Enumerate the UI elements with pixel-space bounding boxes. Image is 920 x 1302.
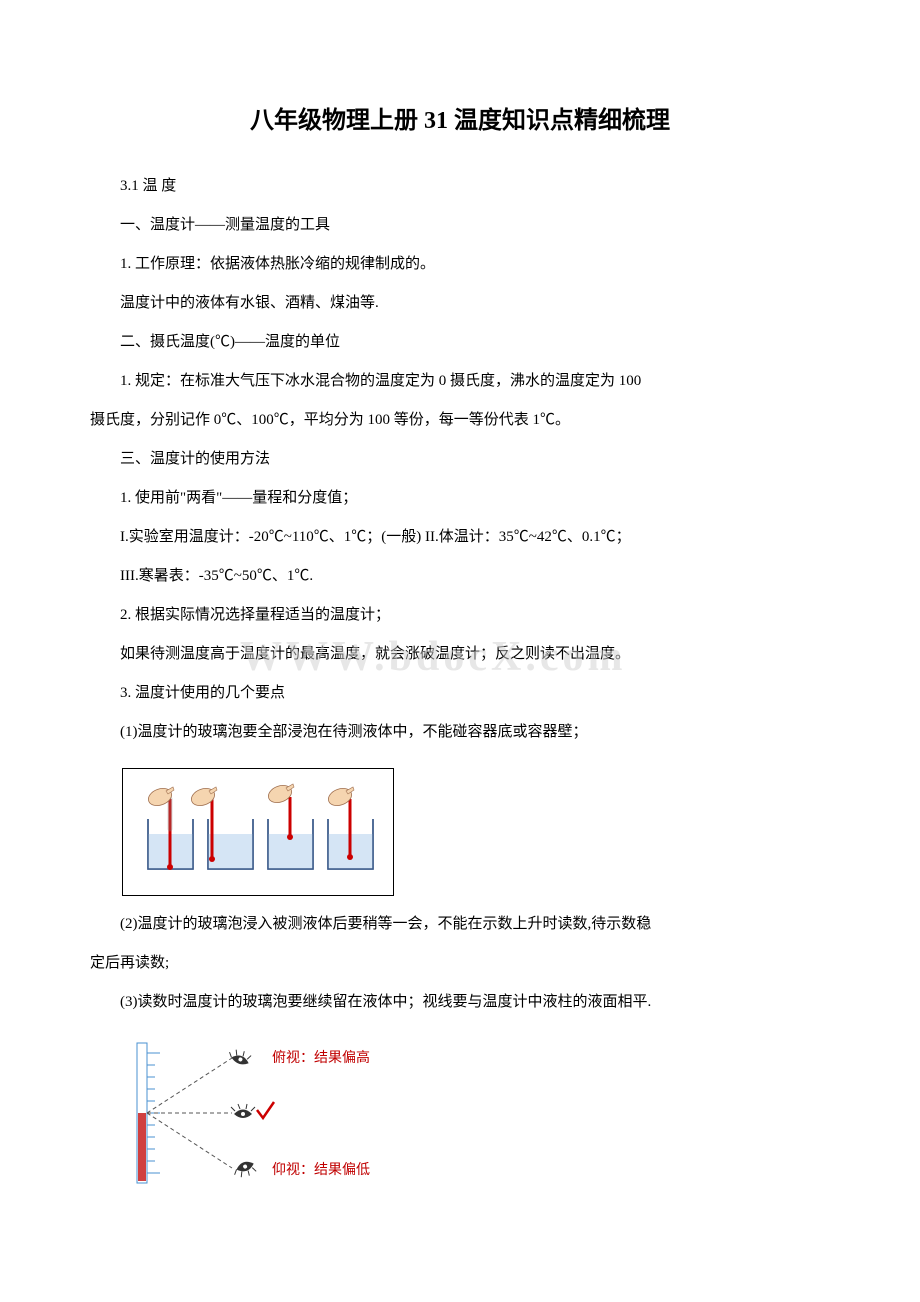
figure-beakers — [122, 768, 394, 896]
para-principle: 1. 工作原理：依据液体热胀冷缩的规律制成的。 — [90, 251, 830, 278]
eye-top-icon — [228, 1046, 252, 1068]
para-ranges-2: III.寒暑表：-35℃~50℃、1℃. — [90, 563, 830, 590]
para-ranges-1: I.实验室用温度计：-20℃~110℃、1℃；(一般) II.体温计：35℃~4… — [90, 524, 830, 551]
heading-1: 一、温度计——测量温度的工具 — [90, 212, 830, 239]
label-low: 仰视：结果偏低 — [272, 1162, 370, 1178]
para-definition-a: 1. 规定：在标准大气压下冰水混合物的温度定为 0 摄氏度，沸水的温度定为 10… — [90, 368, 830, 395]
eye-bottom-icon — [233, 1159, 257, 1181]
para-point-2a: (2)温度计的玻璃泡浸入被测液体后要稍等一会，不能在示数上升时读数,待示数稳 — [90, 911, 830, 938]
document-title: 八年级物理上册 31 温度知识点精细梳理 — [90, 100, 830, 143]
section-header: 3.1 温 度 — [90, 173, 830, 200]
checkmark-icon — [257, 1102, 274, 1118]
para-point-1: (1)温度计的玻璃泡要全部浸泡在待测液体中，不能碰容器底或容器壁； — [90, 719, 830, 746]
label-high: 俯视：结果偏高 — [272, 1049, 370, 1066]
para-points: 3. 温度计使用的几个要点 — [90, 680, 830, 707]
heading-3: 三、温度计的使用方法 — [90, 446, 830, 473]
figure-reading: 俯视：结果偏高 仰视：结果偏低 — [122, 1038, 382, 1188]
beaker-1 — [146, 786, 193, 871]
beaker-2 — [189, 786, 253, 870]
beaker-3 — [266, 783, 313, 870]
para-select: 2. 根据实际情况选择量程适当的温度计； — [90, 602, 830, 629]
beakers-diagram — [138, 779, 378, 874]
eye-middle-icon — [231, 1104, 255, 1118]
heading-2: 二、摄氏温度(℃)——温度的单位 — [90, 329, 830, 356]
para-definition-b: 摄氏度，分别记作 0℃、100℃，平均分为 100 等份，每一等份代表 1℃。 — [90, 407, 830, 434]
beaker-4 — [326, 786, 373, 870]
para-overflow: 如果待测温度高于温度计的最高温度，就会涨破温度计；反之则读不出温度。 — [90, 641, 830, 668]
para-liquids: 温度计中的液体有水银、酒精、煤油等. — [90, 290, 830, 317]
para-point-3: (3)读数时温度计的玻璃泡要继续留在液体中；视线要与温度计中液柱的液面相平. — [90, 989, 830, 1016]
para-two-looks: 1. 使用前"两看"——量程和分度值； — [90, 485, 830, 512]
para-point-2b: 定后再读数; — [90, 950, 830, 977]
